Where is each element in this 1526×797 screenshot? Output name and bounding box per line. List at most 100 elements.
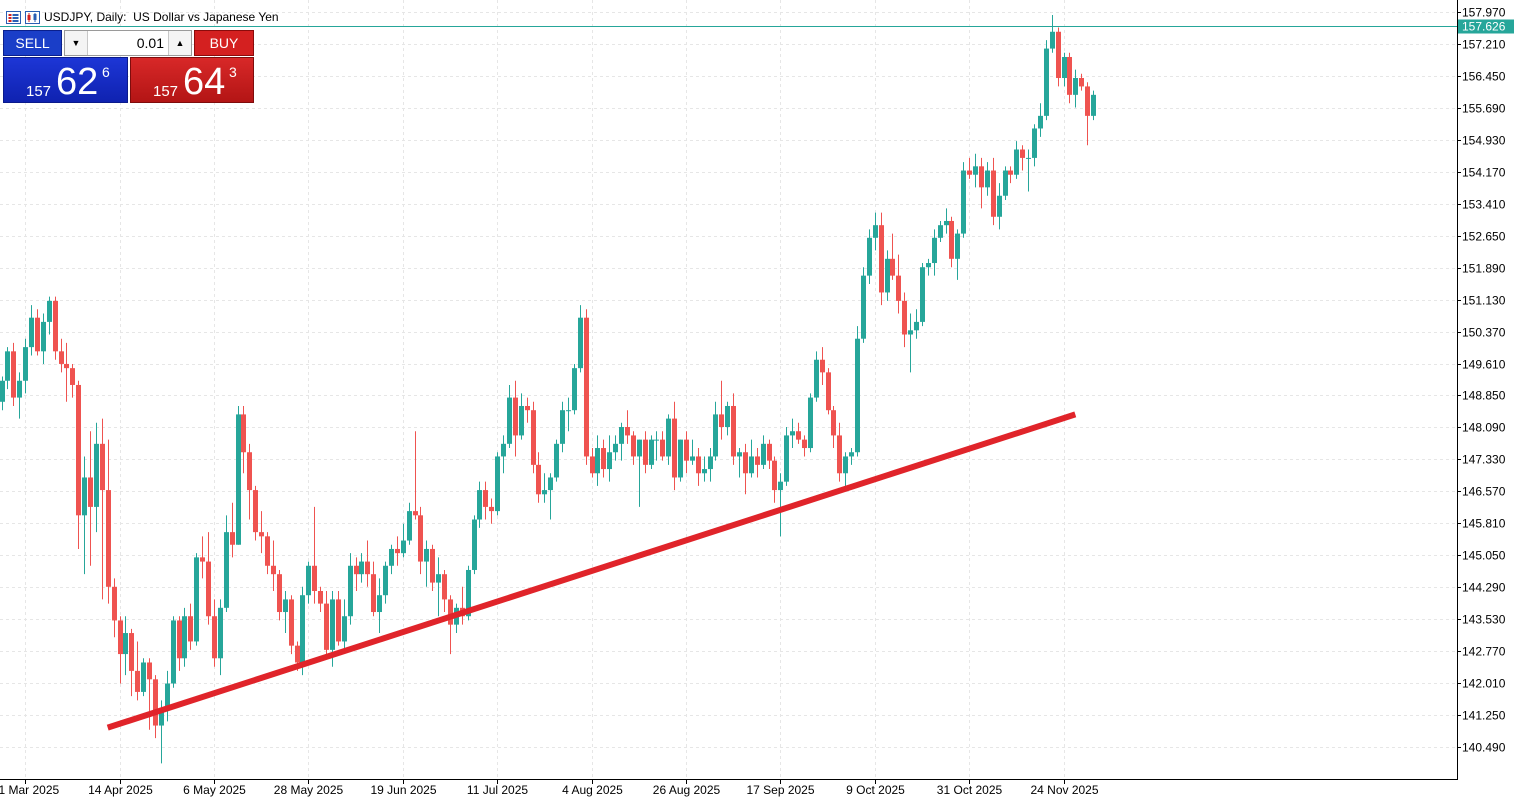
- sell-price-button[interactable]: 157 62 6: [3, 57, 128, 103]
- lot-decrease-button[interactable]: ▼: [65, 31, 88, 55]
- sell-price-fraction: 6: [102, 64, 110, 80]
- candle-body: [53, 300, 58, 352]
- candle-body: [253, 490, 258, 533]
- candle: [218, 599, 223, 676]
- candle: [236, 405, 241, 545]
- candle: [961, 162, 966, 238]
- current-price-value: 157.626: [1462, 20, 1506, 34]
- candle: [436, 557, 441, 617]
- candle-body: [649, 439, 654, 465]
- sell-button[interactable]: SELL: [3, 30, 62, 56]
- candle-body: [395, 548, 400, 554]
- candle-body: [418, 515, 423, 562]
- candle: [991, 157, 996, 226]
- candle-body: [660, 439, 665, 457]
- candle-body: [790, 431, 795, 436]
- candle-body: [489, 506, 494, 512]
- candle: [790, 418, 795, 449]
- candle: [896, 254, 901, 314]
- candle: [531, 401, 536, 474]
- candle: [743, 443, 748, 495]
- candle-body: [944, 220, 949, 226]
- candle: [867, 229, 872, 285]
- candle-body: [784, 435, 789, 482]
- candle-body: [448, 599, 453, 625]
- candle-body: [106, 490, 111, 587]
- list-menu-icon[interactable]: [6, 10, 21, 24]
- candle-chart-icon[interactable]: [25, 10, 40, 24]
- candle-body: [879, 225, 884, 293]
- candle-body: [743, 452, 748, 474]
- candle-body: [772, 460, 777, 491]
- buy-button[interactable]: BUY: [194, 30, 254, 56]
- candle-body: [896, 275, 901, 301]
- candle-body: [1020, 149, 1025, 158]
- candle: [902, 292, 907, 348]
- candle-body: [312, 565, 317, 592]
- candle-body: [442, 574, 447, 600]
- buy-price-button[interactable]: 157 64 3: [130, 57, 254, 103]
- candle-body: [590, 456, 595, 474]
- candle-body: [206, 561, 211, 617]
- candle-body: [182, 616, 187, 659]
- candle: [118, 616, 123, 684]
- time-tick-label: 4 Aug 2025: [562, 783, 623, 797]
- candle-body: [212, 616, 217, 659]
- candle: [289, 595, 294, 655]
- candle: [395, 536, 400, 566]
- candle-body: [855, 338, 860, 453]
- time-tick-label: 6 May 2025: [183, 783, 246, 797]
- candle-body: [778, 481, 783, 491]
- candle-body: [843, 456, 848, 474]
- candle: [165, 670, 170, 722]
- lot-size-input[interactable]: [88, 31, 168, 55]
- candle: [731, 393, 736, 465]
- candle: [306, 561, 311, 604]
- chart-header: USDJPY, Daily: US Dollar vs Japanese Yen: [6, 9, 279, 25]
- candle-body: [94, 443, 99, 507]
- candle: [660, 431, 665, 461]
- candle: [879, 212, 884, 306]
- candle-body: [861, 275, 866, 339]
- candle: [761, 435, 766, 470]
- price-tick-label: 148.090: [1462, 421, 1506, 435]
- trendline[interactable]: [106, 411, 1077, 731]
- candle-body: [118, 620, 123, 655]
- chart-grid: [0, 0, 1457, 779]
- candle-body: [265, 536, 270, 566]
- candle: [566, 397, 571, 432]
- candle: [53, 296, 58, 360]
- candle-body: [306, 565, 311, 596]
- candle: [472, 515, 477, 575]
- time-tick-label: 19 Jun 2025: [370, 783, 436, 797]
- time-tick-label: 11 Jul 2025: [467, 783, 528, 797]
- candle: [106, 439, 111, 604]
- candle: [548, 473, 553, 520]
- candle: [407, 502, 412, 545]
- candle-body: [336, 599, 341, 642]
- candle: [1050, 14, 1055, 53]
- candle-body: [35, 317, 40, 352]
- candle: [519, 393, 524, 440]
- candle: [94, 422, 99, 533]
- candle: [383, 561, 388, 604]
- candle: [100, 418, 105, 600]
- candle: [985, 162, 990, 196]
- candle-body: [371, 574, 376, 613]
- price-tick-label: 148.850: [1462, 389, 1506, 403]
- candle-body: [1044, 48, 1049, 116]
- candle: [590, 448, 595, 478]
- candle-body: [908, 330, 913, 335]
- candle-body: [165, 683, 170, 709]
- candle-body: [135, 670, 140, 692]
- candle-body: [920, 267, 925, 322]
- candle-body: [295, 645, 300, 663]
- lot-increase-button[interactable]: ▲: [168, 31, 191, 55]
- candle-body: [413, 511, 418, 516]
- time-axis[interactable]: 21 Mar 2025 14 Apr 2025 6 May 2025 28 May 2…: [0, 779, 1099, 797]
- price-axis[interactable]: 157.970 157.210 156.450 155.690 154.930 154.1…: [1457, 6, 1506, 755]
- candle: [684, 431, 689, 474]
- candle: [837, 422, 842, 482]
- candle: [271, 540, 276, 592]
